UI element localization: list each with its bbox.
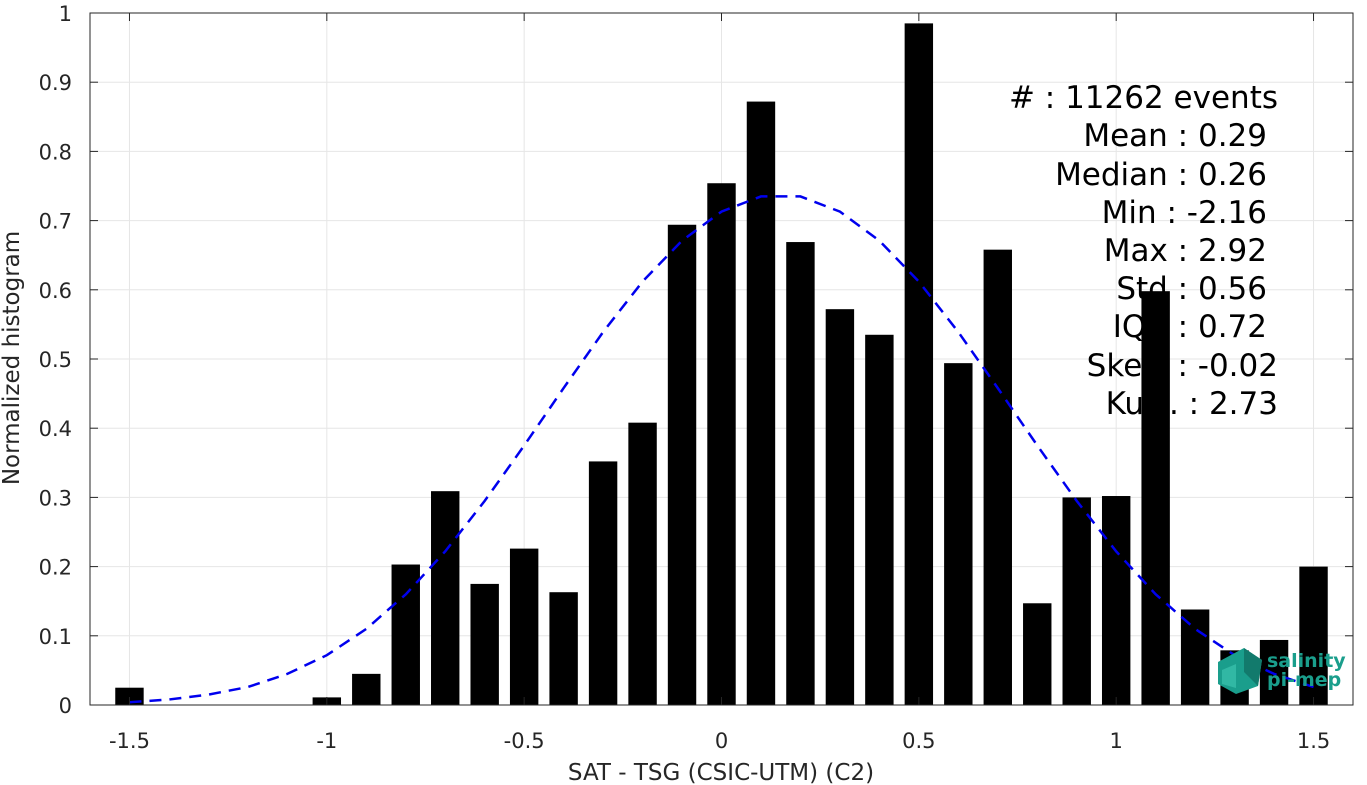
x-tick-label: 0.5 (902, 729, 935, 753)
y-tick-label: 0.6 (39, 279, 72, 303)
histogram-bar (667, 224, 697, 705)
fit-curve (129, 195, 1314, 704)
histogram-bar (904, 23, 934, 705)
histogram-bar (707, 183, 736, 705)
bars (115, 23, 1328, 706)
histogram-bar (1259, 639, 1289, 705)
x-tick-label: 0 (715, 729, 728, 753)
histogram-bar (865, 334, 894, 705)
stats-annotation: # : 11262 events Mean : 0.29 Median : 0.… (1009, 80, 1278, 422)
x-tick-label: 1 (1110, 729, 1123, 753)
salinity-pimep-logo: salinity pi-mep (1218, 648, 1346, 694)
ticks (90, 12, 1353, 706)
histogram-bar (588, 461, 618, 705)
y-tick-label: 0.3 (39, 486, 72, 510)
y-tick-label: 0.9 (39, 71, 72, 95)
histogram-bar (786, 242, 815, 705)
stat-median: Median : 0.26 (1055, 157, 1267, 193)
histogram-bar (825, 309, 855, 705)
y-tick-label: 0 (59, 694, 72, 718)
histogram-bar (391, 564, 420, 705)
stat-count: # : 11262 events (1009, 80, 1278, 116)
y-tick-label: 0.2 (39, 556, 72, 580)
histogram-bar (1023, 603, 1052, 705)
y-tick-labels: 0 0.1 0.2 0.3 0.4 0.5 0.6 0.7 0.8 0.9 1 (39, 2, 72, 718)
y-tick-label: 0.5 (39, 348, 72, 372)
histogram-bar (628, 422, 657, 705)
histogram-bar (549, 592, 578, 705)
logo-line2: pi-mep (1267, 669, 1341, 691)
histogram-bar (983, 249, 1012, 705)
histogram-bar (1141, 291, 1170, 705)
x-tick-label: 1.5 (1297, 729, 1330, 753)
y-tick-label: 0.8 (39, 140, 72, 164)
logo-cube-icon (1218, 648, 1262, 694)
x-axis-label: SAT - TSG (CSIC-UTM) (C2) (568, 760, 874, 785)
stat-mean: Mean : 0.29 (1083, 118, 1267, 154)
histogram-bar (470, 583, 499, 705)
histogram-bar (1180, 609, 1210, 705)
histogram-bar (431, 491, 460, 705)
stat-skew: Skew : -0.02 (1087, 348, 1278, 384)
x-tick-label: -1.5 (109, 729, 150, 753)
stat-std: Std : 0.56 (1116, 271, 1267, 307)
y-tick-label: 0.7 (39, 210, 72, 234)
y-axis-label: Normalized histogram (0, 231, 25, 485)
x-tick-labels: -1.5 -1 -0.5 0 0.5 1 1.5 (109, 729, 1330, 753)
y-tick-label: 1 (59, 2, 72, 26)
histogram-bar (509, 548, 539, 705)
y-tick-label: 0.4 (39, 417, 72, 441)
x-tick-label: -0.5 (504, 729, 545, 753)
stat-kurt: Kurt. : 2.73 (1106, 386, 1278, 422)
histogram-bar (944, 363, 973, 705)
histogram-bar (352, 673, 381, 705)
stat-max: Max : 2.92 (1104, 233, 1267, 269)
histogram-bar (1299, 566, 1328, 705)
histogram-bar (1101, 496, 1131, 705)
stat-iqr: IQR : 0.72 (1113, 309, 1267, 345)
stat-min: Min : -2.16 (1102, 195, 1267, 231)
histogram-bar (746, 101, 776, 706)
x-tick-label: -1 (316, 729, 337, 753)
logo-line1: salinity (1267, 650, 1346, 672)
histogram-bar (1062, 497, 1091, 705)
y-tick-label: 0.1 (39, 625, 72, 649)
